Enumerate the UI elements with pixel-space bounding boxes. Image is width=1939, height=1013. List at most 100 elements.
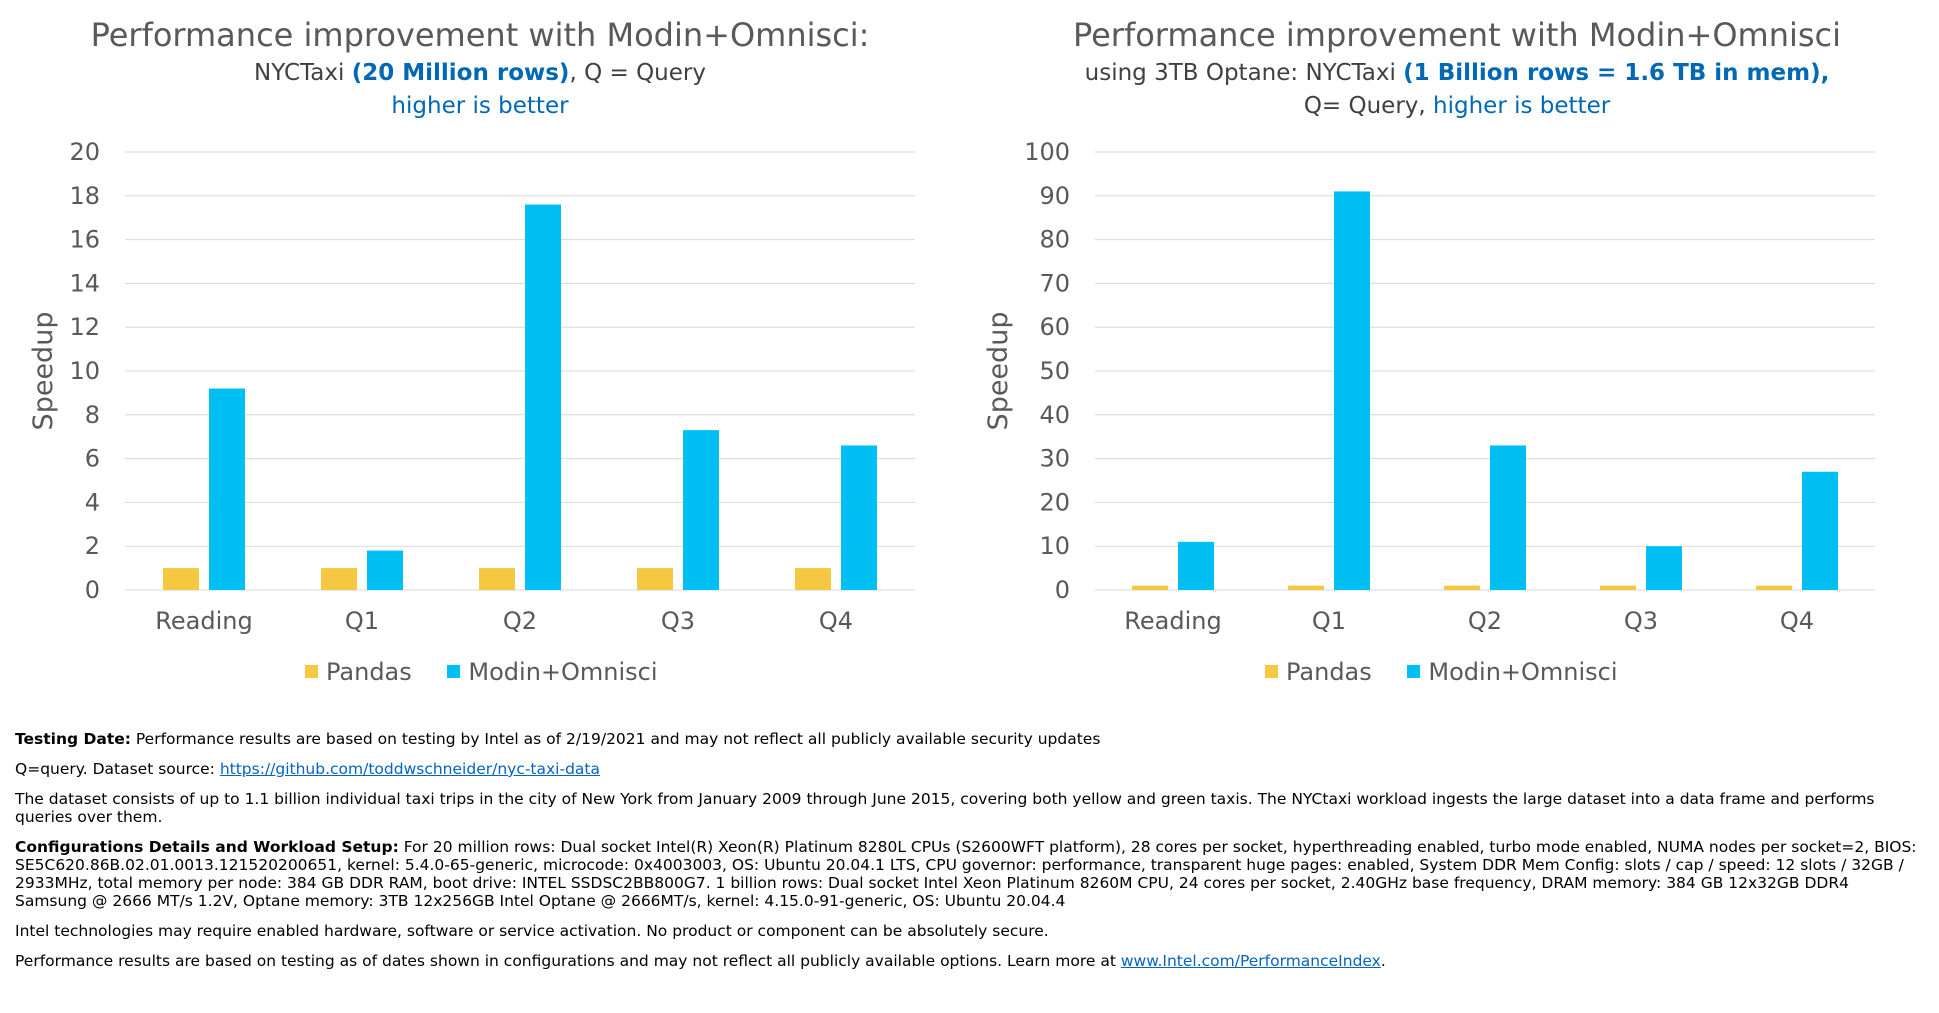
- subtitle-prefix: Q= Query,: [1303, 93, 1434, 119]
- performance-index-link[interactable]: www.Intel.com/PerformanceIndex: [1120, 952, 1381, 970]
- y-tick-label: 90: [1039, 182, 1070, 210]
- chart-title: Performance improvement with Modin+Omnis…: [90, 16, 870, 54]
- y-axis-label: Speedup: [983, 312, 1014, 431]
- x-tick-label: Q1: [345, 607, 379, 635]
- x-tick-label: Q1: [1312, 607, 1346, 635]
- bar-pandas: [1756, 585, 1792, 590]
- bar-modin: [1178, 541, 1214, 590]
- legend-item-pandas: Pandas: [305, 658, 412, 686]
- performance-note: Performance results are based on testing…: [15, 952, 1925, 970]
- x-tick-label: Q2: [1468, 607, 1502, 635]
- subtitle-higher-is-better: higher is better: [391, 93, 569, 119]
- chart-title: Performance improvement with Modin+Omnis…: [1072, 16, 1842, 54]
- bar-pandas: [1444, 585, 1480, 590]
- bar-modin: [525, 204, 561, 590]
- bar-pandas: [479, 568, 515, 590]
- x-tick-label: Reading: [155, 607, 252, 635]
- legend-item-pandas: Pandas: [1265, 658, 1372, 686]
- footnotes: Testing Date: Performance results are ba…: [15, 730, 1925, 982]
- chart-subtitle-line2: higher is better: [0, 93, 960, 119]
- y-tick-label: 14: [69, 269, 100, 297]
- bar-modin: [1646, 546, 1682, 590]
- y-tick-label: 100: [1024, 138, 1070, 166]
- configuration-note: Configurations Details and Workload Setu…: [15, 838, 1925, 910]
- performance-text: Performance results are based on testing…: [15, 952, 1121, 970]
- bar-modin: [1802, 471, 1838, 590]
- bar-modin: [209, 388, 245, 590]
- chart-subtitle-line1: NYCTaxi (20 Million rows), Q = Query: [0, 60, 960, 86]
- y-axis-label: Speedup: [28, 312, 59, 431]
- chart-legend: Pandas Modin+Omnisci: [305, 658, 686, 686]
- y-tick-label: 50: [1039, 357, 1070, 385]
- testing-date-text: Performance results are based on testing…: [130, 730, 1101, 748]
- dataset-source-text: Q=query. Dataset source:: [15, 760, 220, 778]
- bar-pandas: [321, 568, 357, 590]
- dataset-description: The dataset consists of up to 1.1 billio…: [15, 790, 1875, 826]
- y-tick-label: 10: [1039, 532, 1070, 560]
- y-tick-label: 0: [85, 576, 100, 604]
- y-tick-label: 20: [69, 138, 100, 166]
- bar-pandas: [637, 568, 673, 590]
- subtitle-highlight: (1 Billion rows = 1.6 TB in mem),: [1403, 60, 1830, 86]
- legend-swatch-pandas: [1265, 664, 1278, 678]
- y-tick-label: 16: [69, 226, 100, 254]
- y-tick-label: 8: [85, 401, 100, 429]
- dataset-source-note: Q=query. Dataset source: https://github.…: [15, 760, 1925, 778]
- y-tick-label: 0: [1055, 576, 1070, 604]
- y-tick-label: 18: [69, 182, 100, 210]
- y-tick-label: 80: [1039, 226, 1070, 254]
- bar-plot: 0 10 20 30 40 50 60 70 80 90 100 Speedup Reading Q1 Q2…: [983, 138, 1875, 635]
- legend-swatch-pandas: [305, 664, 318, 678]
- legend-swatch-modin: [447, 664, 461, 678]
- bar-plot: 0 2 4 6 8 10 12 14 16 18 20 Speedup Reading Q1 Q2 Q3 Q4: [28, 138, 915, 635]
- x-tick-label: Reading: [1124, 607, 1221, 635]
- chart-20-million-rows: Performance improvement with Modin+Omnis…: [0, 0, 960, 720]
- subtitle-suffix: , Q = Query: [569, 60, 706, 86]
- legend-item-modin: Modin+Omnisci: [447, 658, 658, 686]
- dataset-source-link[interactable]: https://github.com/toddwschneider/nyc-ta…: [219, 760, 600, 778]
- bar-pandas: [163, 568, 199, 590]
- y-tick-label: 20: [1039, 488, 1070, 516]
- x-tick-label: Q4: [819, 607, 853, 635]
- y-tick-label: 40: [1039, 401, 1070, 429]
- legend-label: Pandas: [1286, 658, 1372, 686]
- subtitle-prefix: NYCTaxi: [254, 60, 352, 86]
- y-tick-label: 2: [85, 532, 100, 560]
- bar-modin: [367, 550, 403, 590]
- configuration-label: Configurations Details and Workload Setu…: [15, 838, 399, 856]
- chart-subtitle-line1: using 3TB Optane: NYCTaxi (1 Billion row…: [975, 60, 1939, 86]
- performance-text-end: .: [1380, 952, 1386, 970]
- x-tick-label: Q3: [661, 607, 695, 635]
- bar-pandas: [1288, 585, 1324, 590]
- bar-modin: [683, 430, 719, 590]
- y-tick-label: 60: [1039, 313, 1070, 341]
- subtitle-highlight: (20 Million rows): [351, 60, 570, 86]
- bar-modin: [1334, 191, 1370, 591]
- y-tick-label: 6: [85, 445, 100, 473]
- x-tick-label: Q4: [1780, 607, 1814, 635]
- legend-label: Modin+Omnisci: [1428, 658, 1618, 686]
- bar-pandas: [1132, 585, 1168, 590]
- chart-legend: Pandas Modin+Omnisci: [1265, 658, 1646, 686]
- y-tick-label: 4: [85, 488, 100, 516]
- bar-modin: [841, 445, 877, 590]
- legend-label: Pandas: [326, 658, 412, 686]
- y-tick-label: 30: [1039, 445, 1070, 473]
- y-tick-label: 12: [69, 313, 100, 341]
- subtitle-higher-is-better: higher is better: [1433, 93, 1611, 119]
- chart-1-billion-rows: Performance improvement with Modin+Omnis…: [975, 0, 1939, 720]
- subtitle-prefix: using 3TB Optane: NYCTaxi: [1084, 60, 1404, 86]
- testing-date-note: Testing Date: Performance results are ba…: [15, 730, 1925, 748]
- security-note: Intel technologies may require enabled h…: [15, 922, 1049, 940]
- bar-modin: [1490, 445, 1526, 590]
- configuration-text: For 20 million rows: Dual socket Intel(R…: [15, 838, 1917, 910]
- y-tick-label: 10: [69, 357, 100, 385]
- chart-subtitle-line2: Q= Query, higher is better: [975, 93, 1939, 119]
- testing-date-label: Testing Date:: [15, 730, 131, 748]
- bar-pandas: [795, 568, 831, 590]
- legend-item-modin: Modin+Omnisci: [1407, 658, 1618, 686]
- x-tick-label: Q2: [503, 607, 537, 635]
- legend-swatch-modin: [1407, 664, 1421, 678]
- x-tick-label: Q3: [1624, 607, 1658, 635]
- legend-label: Modin+Omnisci: [468, 658, 658, 686]
